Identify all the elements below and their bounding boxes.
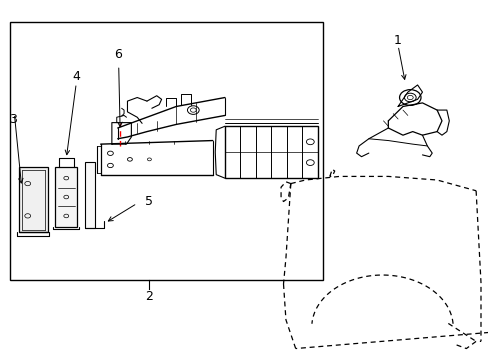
Bar <box>84 162 95 228</box>
Bar <box>10 22 322 280</box>
Text: 2: 2 <box>145 290 153 303</box>
Text: 3: 3 <box>9 113 17 126</box>
Text: 5: 5 <box>144 195 152 208</box>
Text: 4: 4 <box>72 69 80 82</box>
Text: 1: 1 <box>393 33 401 47</box>
Bar <box>224 126 317 178</box>
Text: 6: 6 <box>114 48 122 61</box>
Bar <box>19 167 47 232</box>
Bar <box>55 167 77 226</box>
